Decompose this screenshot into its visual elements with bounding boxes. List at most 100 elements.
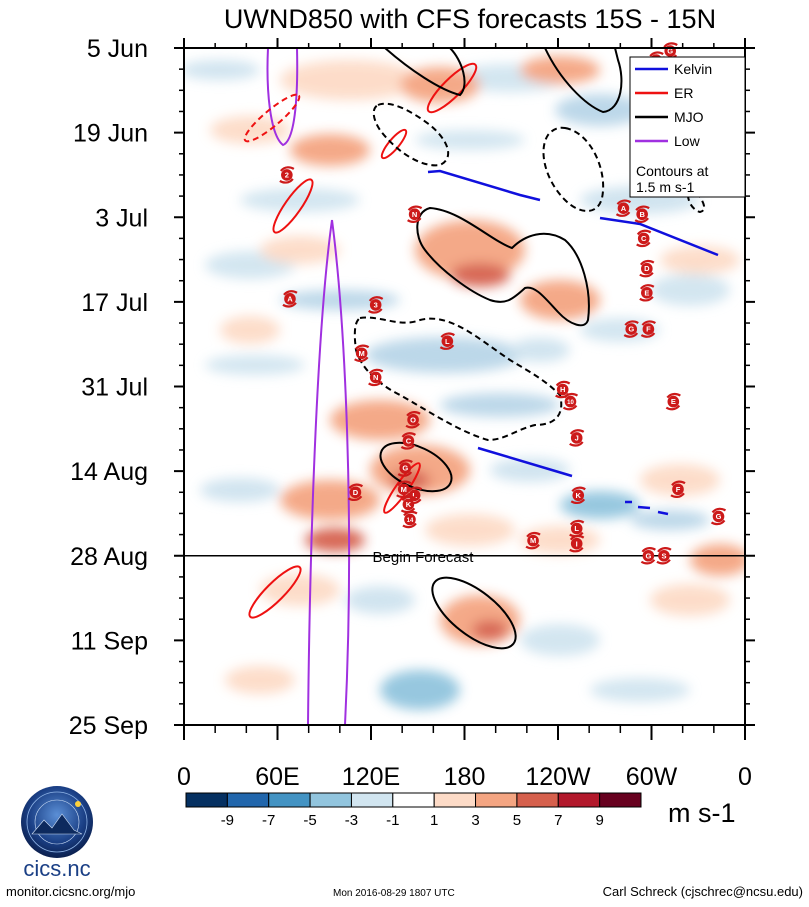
storm-label: 3 (374, 300, 378, 309)
y-tick-label: 11 Sep (71, 627, 148, 655)
cyclone-icon (640, 320, 656, 338)
logo-text: cics.nc (23, 856, 90, 881)
storm-marker: J (569, 429, 585, 447)
storm-dot (570, 522, 583, 535)
colorbar-swatch (599, 792, 642, 808)
storm-dot (527, 534, 539, 547)
colorbar-swatch (226, 792, 270, 808)
x-tick-label: 180 (444, 763, 486, 791)
wave-contours (243, 48, 719, 725)
colorbar-swatch (185, 792, 228, 808)
storm-label: L (412, 491, 417, 500)
storm-marker: E (639, 284, 655, 302)
storm-marker: K (570, 486, 586, 505)
chart-title: UWND850 with CFS forecasts 15S - 15N (224, 4, 716, 34)
colorbar-swatch (350, 792, 394, 808)
mjo-contour-7 (353, 316, 563, 442)
storm-label: G (402, 464, 408, 473)
storm-label: M (530, 536, 536, 545)
storm-label: E (671, 397, 676, 406)
y-tick-label: 14 Aug (70, 458, 148, 486)
colorbar-label: 5 (513, 812, 521, 829)
colorbar-swatch (309, 792, 352, 808)
x-tick-label: 60E (255, 763, 299, 791)
storm-dot (281, 169, 293, 181)
storm-dot (570, 537, 583, 550)
storm-label: J (575, 433, 579, 442)
storm-dot (642, 549, 655, 562)
storm-dot (637, 232, 650, 245)
storm-dot (407, 413, 419, 426)
cyclone-icon (279, 166, 295, 184)
storm-dot (556, 383, 569, 396)
storm-dot (712, 510, 725, 523)
mjo-contour-9 (431, 576, 517, 650)
storm-dot (570, 432, 583, 444)
source-url: monitor.cicsnc.org/mjo (6, 884, 136, 899)
storm-label: B (639, 210, 645, 219)
storm-label: 2 (285, 171, 289, 180)
storm-marker: M (396, 480, 412, 498)
legend-note-line2: 1.5 m s-1 (636, 179, 695, 195)
storm-label: G (667, 47, 673, 56)
storm-dot (408, 489, 421, 502)
cyclone-icon (640, 547, 656, 565)
storm-dot (641, 287, 653, 299)
storm-label: C (406, 437, 412, 446)
storm-marker: F (640, 320, 656, 338)
colorbar-label: -3 (345, 812, 358, 829)
cyclone-icon (670, 480, 686, 498)
er-contour-4 (272, 178, 314, 234)
storm-marker: A (282, 290, 298, 308)
kelvin-contour-2 (599, 216, 719, 257)
storm-dot (667, 395, 680, 408)
storm-dot (399, 462, 412, 474)
cyclone-icon (405, 411, 421, 429)
mjo-contour-6 (416, 206, 590, 327)
storm-label: F (646, 325, 651, 334)
cyclone-icon (569, 534, 585, 553)
x-tick-label: 120W (525, 763, 591, 791)
y-tick-label: 3 Jul (95, 204, 148, 232)
storm-label: L (445, 337, 450, 346)
storm-label: H (560, 385, 565, 394)
storm-dot (617, 202, 630, 214)
storm-marker: C (400, 432, 417, 450)
storm-label: L (574, 524, 579, 533)
legend-label: Low (674, 133, 701, 149)
storm-label: K (406, 500, 412, 509)
cyclone-icon (710, 507, 727, 526)
forecast-label: Begin Forecast (373, 549, 475, 566)
cyclone-icon (439, 332, 455, 350)
cyclone-icon (397, 459, 413, 477)
cyclone-icon (636, 229, 652, 248)
kelvin-contour-1 (427, 169, 541, 202)
x-axis: 0 60E 120E 180 120W 60W 0 (177, 38, 752, 791)
kelvin-contour-4 (625, 500, 669, 516)
colorbar-swatch (516, 792, 559, 808)
x-tick-label: 120E (342, 763, 400, 791)
storm-marker: D (347, 483, 364, 502)
colorbar: -9 -7 -5 -3 -1 1 3 5 7 9 (185, 792, 642, 829)
storm-dot (672, 483, 684, 496)
storm-marker: A (615, 199, 632, 217)
cyclone-icon (354, 344, 370, 362)
storm-marker: H (555, 380, 571, 399)
legend-label: MJO (674, 109, 704, 125)
y-tick-label: 5 Jun (87, 35, 148, 63)
storm-marker: G (623, 320, 639, 338)
x-tick-label: 60W (626, 763, 678, 791)
storm-dot (369, 371, 382, 384)
storm-dot (355, 347, 368, 360)
storm-dot (402, 435, 415, 447)
storm-marker: 2 (279, 166, 295, 184)
y-tick-label: 28 Aug (70, 543, 148, 571)
storm-label: E (644, 288, 649, 297)
cyclone-icon (569, 429, 585, 447)
colorbar-label: 7 (554, 812, 562, 829)
storm-dot (658, 549, 670, 562)
storm-label: 14 (407, 518, 414, 524)
colorbar-label: 1 (430, 812, 438, 829)
y-tick-label: 17 Jul (81, 289, 148, 317)
